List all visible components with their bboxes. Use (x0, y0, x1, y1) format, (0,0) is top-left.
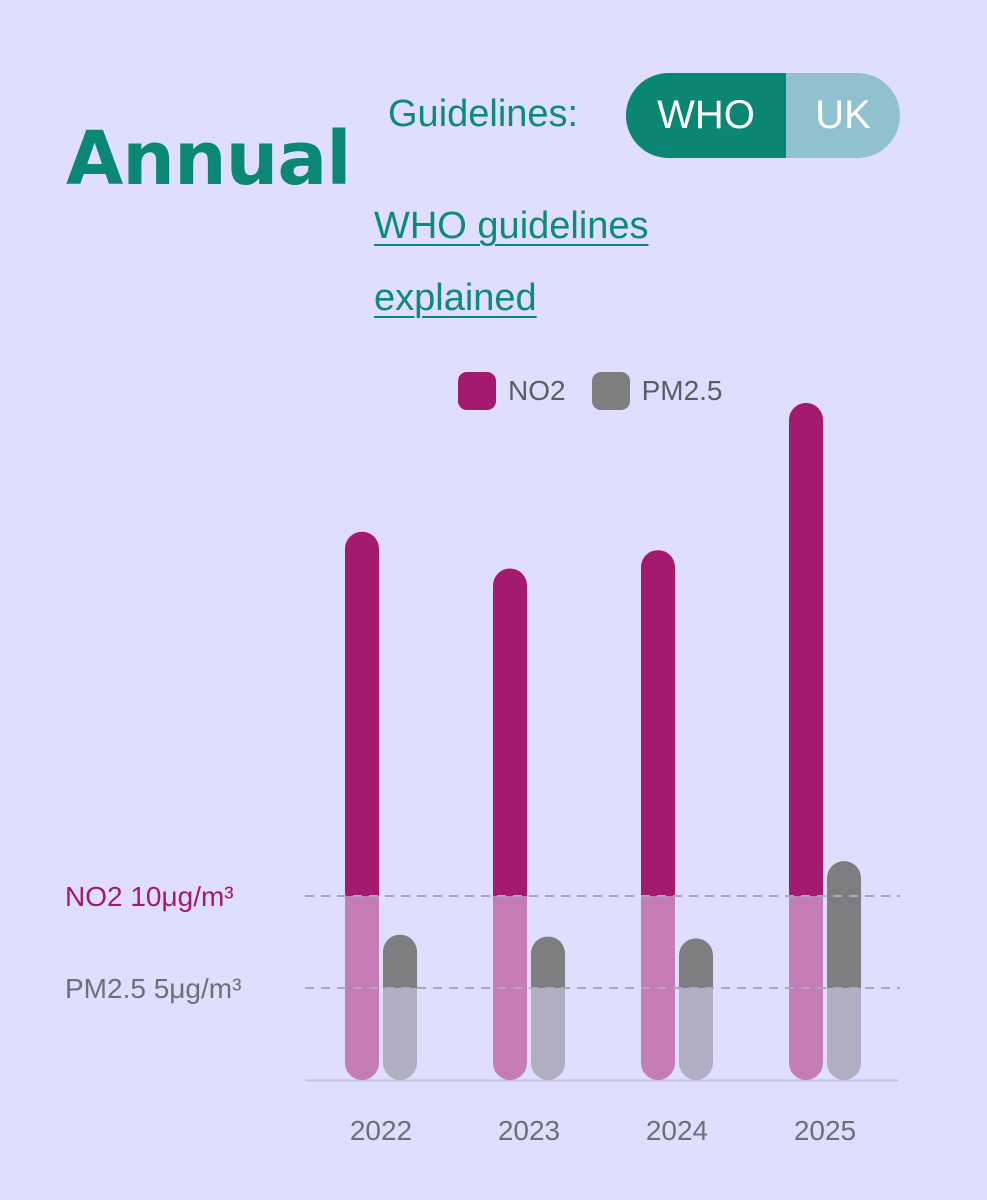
legend-item-pm25[interactable]: PM2.5 (591, 372, 723, 410)
bar-pm25-2022[interactable] (383, 934, 417, 1080)
x-tick-label-2022: 2022 (350, 1115, 412, 1146)
toggle-option-uk[interactable]: UK (815, 93, 871, 137)
guidelines-toggle[interactable]: WHO UK (626, 73, 900, 158)
bar-pm25-2024[interactable] (679, 938, 713, 1080)
legend-label-no2: NO2 (508, 375, 566, 406)
who-guidelines-link[interactable]: WHO guidelines explained (374, 205, 649, 319)
bar-no2-2023[interactable] (493, 568, 527, 1080)
legend-swatch-no2 (458, 372, 496, 410)
x-tick-label-2023: 2023 (498, 1115, 560, 1146)
bar-no2-2024[interactable] (641, 550, 675, 1080)
x-tick-label-2024: 2024 (646, 1115, 708, 1146)
legend-swatch-pm25 (591, 372, 630, 410)
bar-pm25-2025[interactable] (827, 861, 861, 1080)
x-tick-label-2025: 2025 (794, 1115, 856, 1146)
legend-label-pm25: PM2.5 (641, 375, 723, 406)
bar-pm25-2023[interactable] (531, 936, 565, 1080)
bar-no2-2022[interactable] (345, 531, 379, 1080)
guidelines-label: Guidelines: (388, 93, 579, 135)
bar-no2-2025[interactable] (789, 402, 823, 1080)
guideline-label-1: PM2.5 5μg/m³ (65, 973, 241, 1004)
guideline-label-0: NO2 10μg/m³ (65, 881, 234, 912)
chart-legend: NO2 PM2.5 (458, 372, 749, 410)
legend-item-no2[interactable]: NO2 (458, 372, 566, 410)
page-title: Annual (66, 116, 352, 202)
toggle-option-who[interactable]: WHO (626, 73, 786, 158)
